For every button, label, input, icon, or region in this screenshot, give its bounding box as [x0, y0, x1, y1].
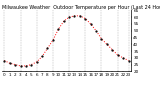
Text: Milwaukee Weather  Outdoor Temperature per Hour (Last 24 Hours): Milwaukee Weather Outdoor Temperature pe… — [2, 5, 160, 10]
